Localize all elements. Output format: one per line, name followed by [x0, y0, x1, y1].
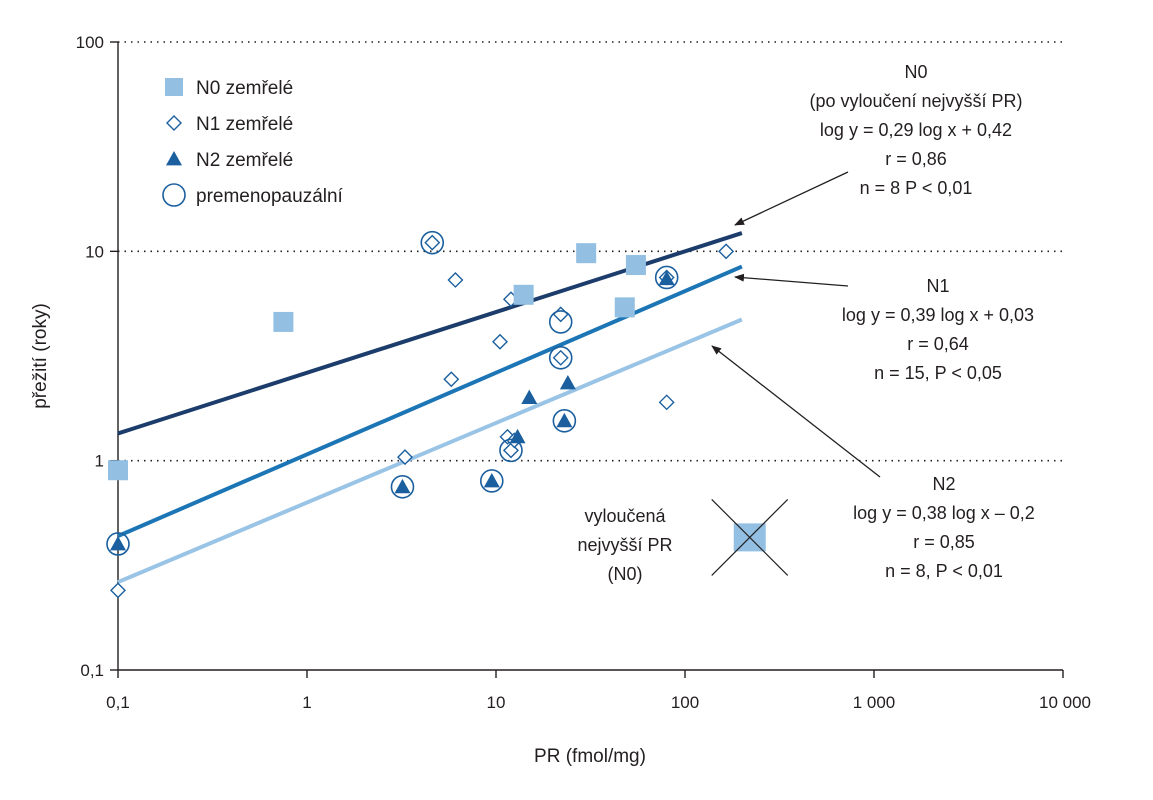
data-point	[548, 346, 573, 370]
annotations: N0 (po vyloučení nejvyšší PR) log y = 0,29…	[577, 62, 1034, 584]
annotation-n1-text: r = 0,64	[907, 334, 969, 354]
data-point	[273, 311, 294, 332]
annotation-n0-text: r = 0,86	[885, 149, 947, 169]
gridlines	[118, 41, 1063, 462]
data-point	[521, 389, 538, 405]
axes	[117, 42, 1063, 671]
legend-marker	[165, 78, 183, 96]
data-point	[110, 535, 126, 551]
annotation-n0-text: log y = 0,29 log x + 0,42	[820, 120, 1012, 140]
data-point	[394, 478, 411, 494]
data-point	[479, 469, 504, 493]
data-point	[492, 333, 508, 350]
data-point	[502, 442, 519, 459]
data-point	[654, 265, 679, 290]
annotation-excluded-text: nejvyšší PR	[577, 535, 672, 555]
x-tick-label: 1 000	[853, 693, 896, 712]
annotation-arrow	[734, 273, 849, 287]
regression-line-n1	[117, 264, 743, 538]
data-point	[108, 460, 128, 481]
data-point	[447, 271, 464, 288]
legend-marker	[166, 151, 182, 166]
legend-marker	[166, 115, 182, 131]
data-point	[513, 284, 534, 305]
y-tick-label: 1	[95, 452, 104, 471]
data-point	[443, 371, 460, 388]
data-point	[424, 234, 441, 251]
y-tick-labels: 0,1 1 10 100	[76, 33, 118, 680]
x-axis-title: PR (fmol/mg)	[534, 746, 646, 767]
legend-label: N1 zemřelé	[196, 114, 293, 135]
y-axis-title: přežití (roky)	[30, 303, 51, 409]
annotation-arrow	[734, 171, 849, 226]
annotation-arrow	[711, 345, 881, 478]
excluded-point	[711, 498, 789, 576]
data-point	[390, 475, 415, 499]
y-tick-label: 0,1	[80, 661, 104, 680]
annotation-n2-text: log y = 0,38 log x – 0,2	[853, 503, 1035, 523]
x-tick-label: 10	[487, 693, 506, 712]
annotation-n0-text: n = 8 P < 0,01	[860, 178, 973, 198]
annotation-excluded-text: (N0)	[608, 564, 643, 584]
data-point	[552, 349, 569, 366]
legend-label: N0 zemřelé	[196, 78, 293, 99]
x-tick-label: 100	[671, 693, 699, 712]
x-tick-label: 1	[302, 693, 311, 712]
data-point	[576, 243, 597, 264]
legend-marker	[162, 183, 186, 207]
x-tick-label: 10 000	[1039, 693, 1091, 712]
data-points	[106, 230, 735, 599]
y-tick-label: 100	[76, 33, 104, 52]
data-point	[552, 306, 569, 323]
data-point	[658, 270, 675, 286]
annotation-n1-text: log y = 0,39 log x + 0,03	[842, 305, 1034, 325]
y-tick-label: 10	[85, 242, 104, 261]
annotation-n0-text: (po vyloučení nejvyšší PR)	[809, 91, 1022, 111]
data-point	[625, 255, 646, 276]
data-point	[397, 449, 413, 466]
data-point	[420, 230, 445, 255]
data-point	[552, 409, 577, 433]
annotation-n1-text: n = 15, P < 0,05	[874, 363, 1002, 383]
x-tick-label: 0,1	[106, 693, 130, 712]
annotation-excluded-text: vyloučená	[584, 506, 666, 526]
data-point	[499, 438, 523, 463]
annotation-arrows	[711, 171, 881, 478]
data-point	[548, 310, 573, 334]
data-point	[559, 374, 576, 390]
annotation-n2-text: n = 8, P < 0,01	[885, 561, 1003, 581]
data-point	[106, 532, 130, 556]
annotation-n1-text: N1	[926, 276, 949, 296]
annotation-n0-text: N0	[904, 62, 927, 82]
data-point	[718, 243, 735, 260]
regression-line-n2	[117, 317, 743, 584]
legend-label: premenopauzální	[196, 186, 344, 207]
excluded-cross-line	[711, 498, 789, 576]
data-point	[110, 582, 126, 599]
regression-lines	[117, 231, 743, 584]
annotation-n2-text: N2	[932, 474, 955, 494]
legend-label: N2 zemřelé	[196, 150, 293, 171]
annotation-n2-text: r = 0,85	[913, 532, 975, 552]
data-point	[658, 394, 675, 411]
x-tick-labels: 0,1 1 10 100 1 000 10 000	[106, 670, 1091, 712]
legend: N0 zemřelé N1 zemřelé N2 zemřelé premenopau…	[162, 78, 344, 207]
data-point	[556, 412, 573, 428]
data-point	[483, 472, 500, 488]
data-point	[614, 297, 635, 318]
